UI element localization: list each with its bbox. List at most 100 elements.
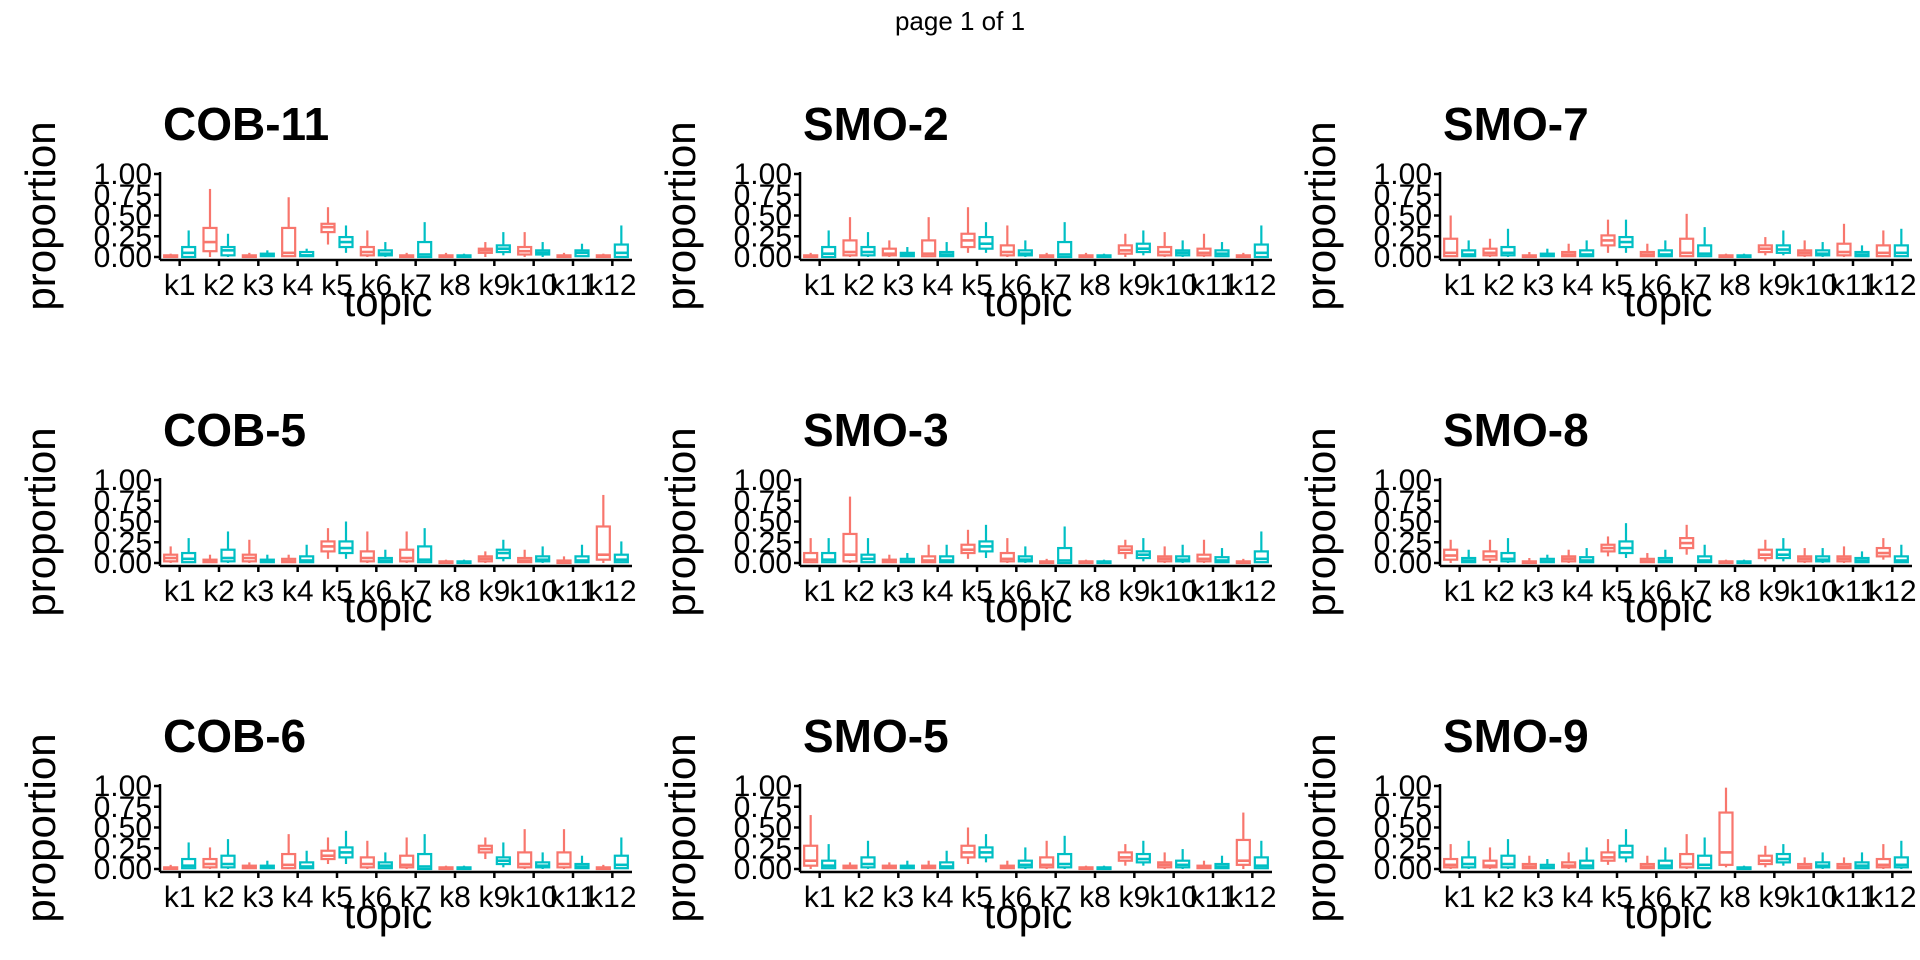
boxplot-box [259, 250, 275, 258]
y-tick-label: 0.25 [94, 220, 152, 253]
x-tick-label: k11 [1830, 881, 1876, 914]
boxplot-box [1443, 215, 1459, 258]
x-tick-label: k8 [1079, 269, 1111, 302]
boxplot-box [1815, 852, 1831, 869]
boxplot-box [1253, 840, 1269, 870]
boxplot-box [281, 834, 297, 870]
y-tick-label: 0.50 [734, 812, 792, 845]
x-tick-label: k10 [1149, 269, 1197, 302]
boxplot-box [495, 842, 511, 868]
boxplot-box [1461, 840, 1477, 869]
boxplot-box [438, 559, 454, 565]
boxplot-box [1235, 558, 1251, 565]
boxplot-box [338, 521, 354, 559]
x-tick-label: k1 [1444, 575, 1476, 608]
boxplot-box [220, 531, 236, 563]
boxplot-box [1657, 847, 1673, 870]
boxplot-box [417, 528, 433, 564]
boxplot-box [359, 840, 375, 869]
iqr-box [181, 857, 197, 870]
y-tick-label: 0.75 [734, 485, 792, 518]
y-axis-label: proportion [657, 427, 704, 616]
boxplot-box [595, 253, 611, 259]
boxplot-box [960, 529, 976, 559]
iqr-box [220, 854, 236, 869]
iqr-box [399, 854, 415, 869]
boxplot-box [1214, 548, 1230, 564]
y-tick-label: 0.50 [94, 200, 152, 233]
boxplot-box [803, 538, 819, 564]
x-tick-label: k1 [804, 881, 836, 914]
boxplot-box [1893, 840, 1909, 869]
boxplot-box [1775, 538, 1791, 562]
x-tick-label: k11 [1190, 575, 1236, 608]
boxplot-box [399, 252, 415, 259]
boxplot-box [595, 494, 611, 563]
y-axis-label: proportion [1297, 733, 1344, 922]
x-tick-label: k4 [1562, 575, 1594, 608]
x-tick-label: k7 [400, 269, 432, 302]
y-tick-label: 0.00 [94, 241, 152, 274]
x-tick-label: k11 [550, 269, 596, 302]
x-tick-label: k3 [882, 575, 914, 608]
x-tick-label: k8 [1719, 575, 1751, 608]
x-tick-label: k8 [439, 881, 471, 914]
boxplot-box [1639, 243, 1655, 258]
iqr-box [613, 854, 629, 870]
x-tick-label: k9 [1118, 575, 1150, 608]
iqr-box [921, 239, 937, 258]
x-tick-label: k7 [1680, 881, 1712, 914]
x-tick-label: k7 [1040, 269, 1072, 302]
x-axis-label: topic [344, 584, 433, 631]
boxplot-box [438, 865, 454, 871]
boxplot-box [377, 549, 393, 564]
boxplot-box [320, 837, 336, 865]
boxplot-chart: COB-11 proportion 0.000.250.500.751.00 k1 k2… [17, 98, 637, 325]
iqr-box [1482, 859, 1498, 869]
y-tick-label: 0.50 [1374, 506, 1432, 539]
iqr-box [1443, 857, 1459, 869]
y-tick-label: 0.75 [734, 791, 792, 824]
facet-panel: SMO-9 proportion 0.00 0.25 0.50 0.75 1.00 k1 k2 k… [1280, 652, 1920, 958]
facet-panel: SMO-3 proportion 0.00 0.25 0.50 0.75 1.00 k1 k2 k… [640, 346, 1280, 652]
y-tick-label: 0.75 [734, 179, 792, 212]
iqr-box [1836, 242, 1852, 257]
iqr-box [613, 243, 629, 259]
boxplot-box [417, 834, 433, 871]
x-tick-label: k10 [509, 269, 557, 302]
boxplot-box [1521, 855, 1537, 870]
y-tick-label: 0.00 [1374, 853, 1432, 886]
y-axis-label: proportion [17, 733, 64, 922]
boxplot-box [1639, 855, 1655, 870]
boxplot-box [1579, 847, 1595, 870]
boxplot-box [1639, 553, 1655, 564]
boxplot-box [1697, 227, 1713, 258]
x-tick-label: k8 [1079, 575, 1111, 608]
boxplot-box [299, 248, 315, 258]
boxplot-box [259, 860, 275, 870]
boxplot-box [1875, 538, 1891, 560]
x-tick-label: k6 [1640, 575, 1672, 608]
panel-title: SMO-9 [1443, 710, 1589, 762]
y-tick-label: 0.25 [94, 832, 152, 865]
boxplot-box [1235, 252, 1251, 259]
y-tick-label: 1.00 [94, 770, 152, 803]
boxplot-box [821, 538, 837, 564]
boxplot-box [1196, 860, 1212, 870]
boxplot-box [1500, 538, 1516, 563]
boxplot-box [1600, 839, 1616, 865]
x-tick-label: k6 [360, 269, 392, 302]
x-tick-label: k5 [321, 881, 353, 914]
boxplot-box [1443, 844, 1459, 869]
boxplot-box [456, 865, 472, 871]
iqr-box [1697, 244, 1713, 258]
iqr-box [821, 551, 837, 564]
boxplot-box [978, 834, 994, 863]
x-tick-label: k12 [1228, 575, 1276, 608]
iqr-box [399, 548, 415, 563]
iqr-box [1500, 551, 1516, 563]
x-tick-label: k5 [1601, 269, 1633, 302]
boxplot-box [338, 830, 354, 865]
boxplot-box [477, 551, 493, 563]
x-tick-label: k1 [164, 269, 196, 302]
